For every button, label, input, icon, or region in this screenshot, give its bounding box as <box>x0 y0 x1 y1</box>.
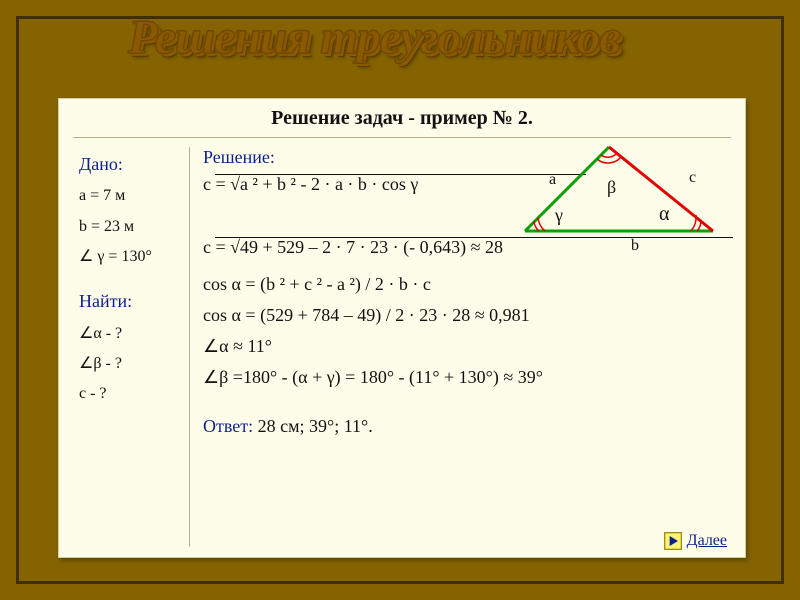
given-panel: Дано: a = 7 м b = 23 м ∠ γ = 130° Найти:… <box>79 147 183 410</box>
content-card: Решение задач - пример № 2. Дано: a = 7 … <box>58 98 746 558</box>
label-gamma: γ <box>555 205 563 226</box>
find-alpha: ∠α - ? <box>79 319 183 349</box>
c-numeric: c = √49 + 529 – 2 · 7 · 23 · (- 0,643) ≈… <box>203 237 553 258</box>
divider-horizontal <box>73 137 731 138</box>
given-label: Дано: <box>79 147 183 181</box>
label-beta: β <box>607 177 616 198</box>
c-formula: c = √a ² + b ² - 2 · a · b · cos γ <box>203 174 553 195</box>
label-c: c <box>689 169 696 187</box>
given-a: a = 7 м <box>79 181 183 211</box>
next-button[interactable]: Далее <box>663 531 727 551</box>
solution-panel: Решение: c = √a ² + b ² - 2 · a · b · co… <box>203 147 553 443</box>
find-label: Найти: <box>79 284 183 318</box>
find-c: c - ? <box>79 379 183 409</box>
answer-line: Ответ: 28 см; 39°; 11°. <box>203 416 553 437</box>
given-gamma: ∠ γ = 130° <box>79 242 183 272</box>
next-icon <box>663 531 683 551</box>
answer-text: 28 см; 39°; 11°. <box>253 416 373 436</box>
given-b: b = 23 м <box>79 212 183 242</box>
triangle-svg <box>521 143 731 273</box>
angle-gamma-arc2 <box>538 217 545 231</box>
next-label: Далее <box>687 532 727 550</box>
angle-alpha-arc <box>697 220 701 231</box>
angle-beta-arc2 <box>597 157 621 163</box>
divider-vertical <box>189 147 190 547</box>
find-beta: ∠β - ? <box>79 349 183 379</box>
page-title: Решения треугольников <box>64 14 684 62</box>
alpha-result: ∠α ≈ 11° <box>203 336 553 357</box>
label-a: a <box>549 171 556 189</box>
answer-label: Ответ: <box>203 416 253 436</box>
label-b: b <box>631 237 639 255</box>
cos-alpha-numeric: cos α = (529 + 784 – 49) / 2 · 23 · 28 ≈… <box>203 305 553 326</box>
c-formula-text: c = √a ² + b ² - 2 · a · b · cos γ <box>203 174 418 194</box>
subtitle: Решение задач - пример № 2. <box>59 107 745 130</box>
c-numeric-text: c = √49 + 529 – 2 · 7 · 23 · (- 0,643) ≈… <box>203 237 503 257</box>
beta-result: ∠β =180° - (α + γ) = 180° - (11° + 130°)… <box>203 367 553 388</box>
triangle-figure: a b c α β γ <box>521 143 731 273</box>
cos-alpha-formula: cos α = (b ² + c ² - a ²) / 2 · b · c <box>203 274 553 295</box>
solution-label: Решение: <box>203 147 553 168</box>
label-alpha: α <box>659 203 669 226</box>
